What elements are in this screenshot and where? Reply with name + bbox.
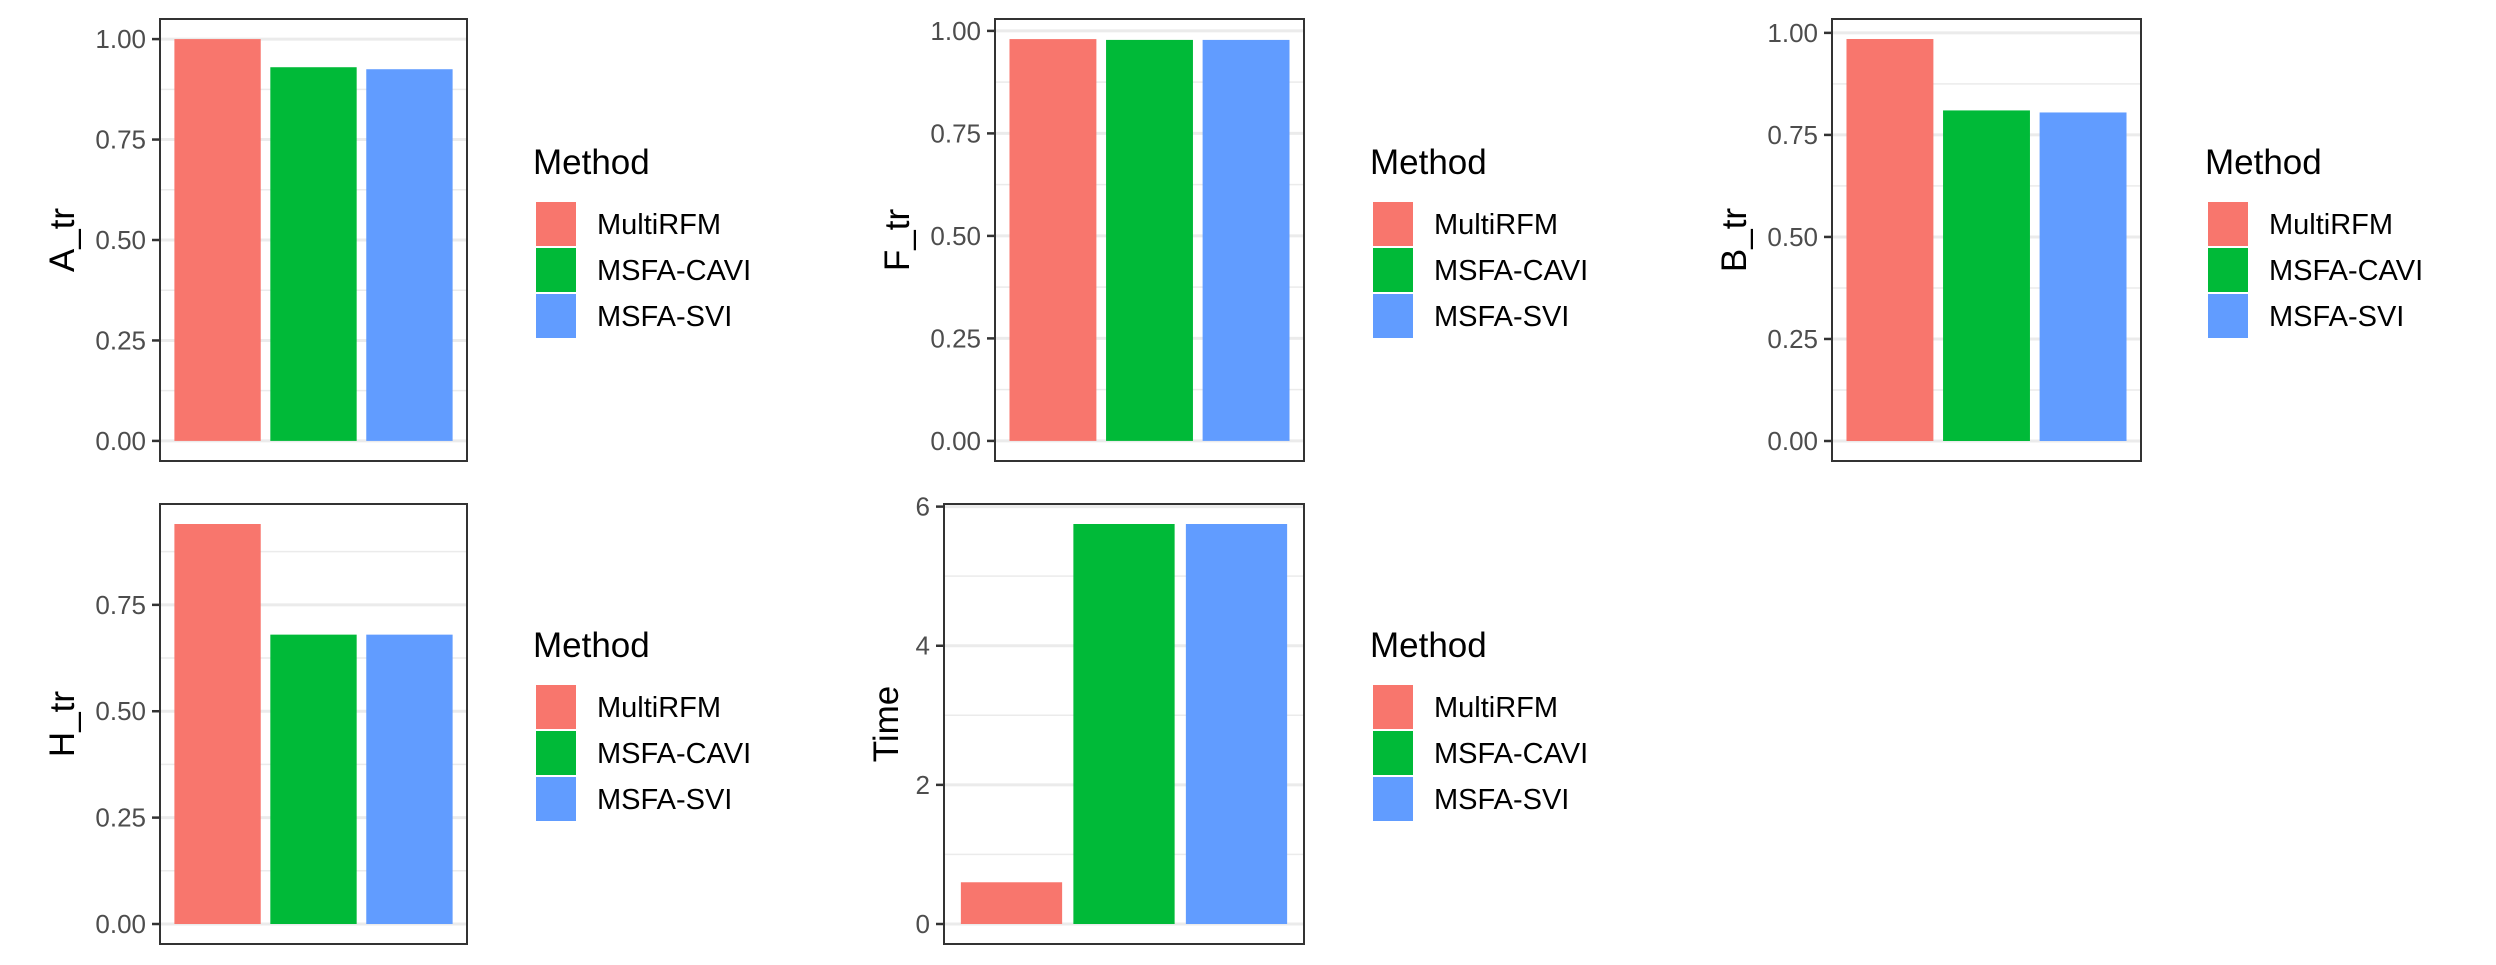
y-tick-label: 0.25 [95, 325, 146, 355]
bar-msfa-svi [366, 634, 453, 924]
bar-multirfm [1009, 39, 1097, 441]
y-tick-label: 1.00 [95, 24, 146, 54]
legend-key-msfa-cavi [2208, 248, 2248, 292]
y-tick-label: 0.50 [95, 696, 146, 726]
y-tick-label: 2 [916, 770, 930, 800]
bar-msfa-svi [1202, 39, 1290, 441]
y-tick-label: 6 [916, 492, 930, 522]
y-tick-label: 0.25 [930, 323, 981, 353]
legend-label: MSFA-CAVI [2269, 255, 2423, 287]
panel-border [159, 18, 468, 462]
panel-time: 0 2 4 6 Time Method MultiRFM MSFA-CAVI MSFA-SVI [867, 492, 1588, 945]
legend-title: Method [533, 626, 650, 665]
panel-border [159, 503, 468, 945]
legend: Method MultiRFM MSFA-CAVI MSFA-SVI [533, 626, 751, 821]
bar-msfa-cavi [270, 634, 357, 924]
legend-label: MultiRFM [597, 209, 721, 241]
legend-label: MSFA-CAVI [1434, 255, 1588, 287]
y-axis-title: B_tr [1715, 208, 1754, 273]
y-axis-title: Time [867, 686, 906, 762]
legend-title: Method [1370, 626, 1487, 665]
y-tick-label: 0.75 [1767, 120, 1818, 150]
y-tick-label: 0.00 [95, 426, 146, 456]
legend: Method MultiRFM MSFA-CAVI MSFA-SVI [1370, 626, 1588, 821]
y-axis-title: F_tr [878, 209, 917, 272]
legend-key-multirfm [536, 202, 576, 246]
y-tick-label: 0.00 [95, 909, 146, 939]
legend-label: MultiRFM [1434, 692, 1558, 724]
y-tick-label: 0.25 [95, 803, 146, 833]
y-axis-title: A_tr [43, 208, 82, 273]
legend-key-msfa-cavi [536, 248, 576, 292]
panel-border [943, 503, 1305, 945]
y-tick-label: 0.75 [95, 590, 146, 620]
y-tick-label: 0 [916, 909, 930, 939]
legend-label: MSFA-CAVI [597, 738, 751, 770]
legend-key-msfa-cavi [1373, 731, 1413, 775]
legend-title: Method [1370, 143, 1487, 182]
panel-border [994, 18, 1305, 462]
legend-label: MSFA-SVI [1434, 784, 1569, 816]
legend-label: MSFA-SVI [597, 301, 732, 333]
y-tick-label: 4 [916, 631, 930, 661]
legend-key-multirfm [2208, 202, 2248, 246]
y-tick-label: 0.25 [1767, 324, 1818, 354]
y-tick-label: 1.00 [930, 16, 981, 46]
bar-msfa-cavi [1943, 110, 2030, 442]
legend-key-msfa-svi [1373, 777, 1413, 821]
legend: Method MultiRFM MSFA-CAVI MSFA-SVI [533, 143, 751, 338]
bar-msfa-svi [366, 69, 453, 441]
legend-label: MSFA-SVI [2269, 301, 2404, 333]
legend-label: MSFA-SVI [1434, 301, 1569, 333]
panel-border [1831, 18, 2142, 462]
y-tick-label: 0.50 [930, 221, 981, 251]
y-tick-label: 0.75 [930, 118, 981, 148]
y-tick-label: 0.50 [1767, 222, 1818, 252]
legend-label: MSFA-SVI [597, 784, 732, 816]
bar-multirfm [174, 524, 261, 924]
legend-label: MSFA-CAVI [1434, 738, 1588, 770]
legend-label: MultiRFM [597, 692, 721, 724]
y-tick-label: 0.75 [95, 125, 146, 155]
legend-label: MultiRFM [1434, 209, 1558, 241]
y-tick-label: 0.50 [95, 225, 146, 255]
legend-title: Method [533, 143, 650, 182]
legend-key-msfa-svi [536, 777, 576, 821]
legend: Method MultiRFM MSFA-CAVI MSFA-SVI [2205, 143, 2423, 338]
legend-key-msfa-svi [1373, 294, 1413, 338]
legend-label: MultiRFM [2269, 209, 2393, 241]
legend-key-msfa-cavi [536, 731, 576, 775]
legend: Method MultiRFM MSFA-CAVI MSFA-SVI [1370, 143, 1588, 338]
panel-b-tr: 0.00 0.25 0.50 0.75 1.00 B_tr Method MultiRFM MS… [1715, 18, 2423, 462]
y-tick-label: 1.00 [1767, 18, 1818, 48]
bar-msfa-cavi [1073, 524, 1175, 924]
bar-multirfm [174, 39, 261, 441]
legend-key-multirfm [1373, 685, 1413, 729]
bar-multirfm [960, 882, 1063, 924]
bar-msfa-cavi [270, 67, 357, 441]
panel-f-tr: 0.00 0.25 0.50 0.75 1.00 F_tr Method MultiRFM MS… [878, 16, 1588, 462]
legend-key-multirfm [1373, 202, 1413, 246]
bar-msfa-cavi [1106, 39, 1193, 441]
y-tick-label: 0.00 [1767, 426, 1818, 456]
panel-h-tr: 0.00 0.25 0.50 0.75 H_tr Method MultiRFM MSFA-C… [43, 503, 751, 945]
y-tick-label: 0.00 [930, 426, 981, 456]
bar-msfa-svi [2039, 112, 2127, 442]
y-axis-title: H_tr [43, 691, 82, 757]
legend-key-msfa-cavi [1373, 248, 1413, 292]
bar-msfa-svi [1185, 524, 1288, 924]
legend-label: MSFA-CAVI [597, 255, 751, 287]
legend-key-msfa-svi [536, 294, 576, 338]
legend-key-msfa-svi [2208, 294, 2248, 338]
legend-key-multirfm [536, 685, 576, 729]
legend-title: Method [2205, 143, 2322, 182]
bar-multirfm [1846, 38, 1934, 442]
panel-a-tr: 0.00 0.25 0.50 0.75 1.00 A_tr Method MultiRFM MS… [43, 18, 751, 462]
